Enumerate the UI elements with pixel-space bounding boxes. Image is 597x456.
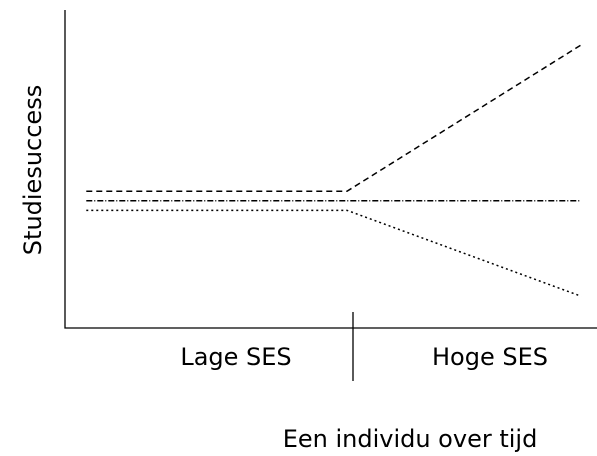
region-label: Lage SES — [180, 343, 291, 371]
series-line — [86, 209, 582, 297]
series-line — [86, 44, 582, 193]
x-axis-label: Een individu over tijd — [283, 425, 538, 453]
region-label: Hoge SES — [432, 343, 548, 371]
axes — [64, 10, 597, 329]
y-axis-label: Studiesuccess — [19, 85, 47, 255]
